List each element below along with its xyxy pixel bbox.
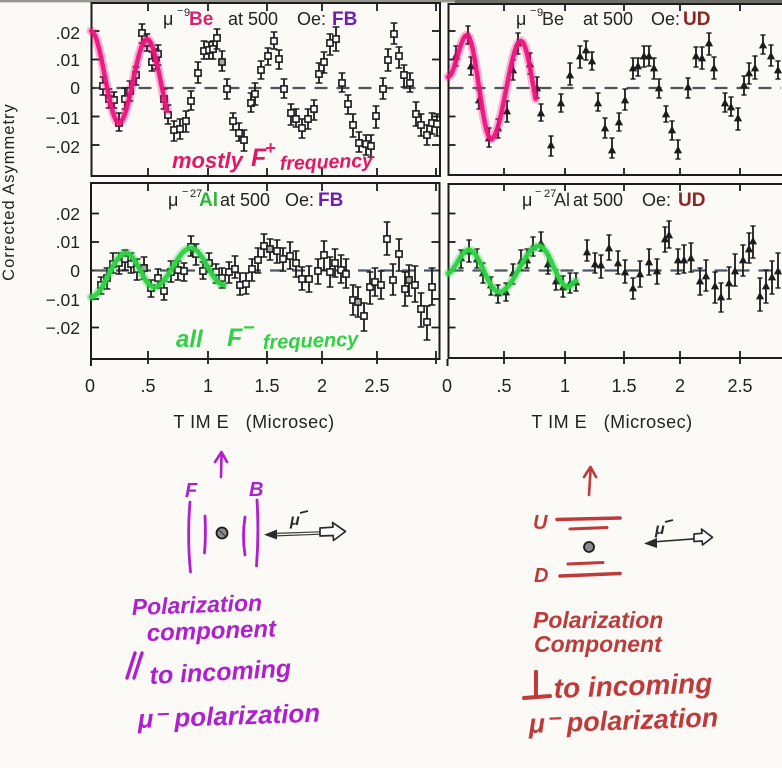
svg-text:frequency: frequency	[279, 150, 374, 175]
svg-text:Component: Component	[534, 631, 663, 657]
svg-text:Oe:: Oe:	[285, 190, 314, 210]
svg-text:Oe:: Oe:	[642, 190, 671, 210]
svg-text:FB: FB	[332, 9, 357, 30]
svg-text:27: 27	[190, 188, 202, 200]
svg-text:UD: UD	[678, 190, 705, 211]
svg-text:−: −	[182, 186, 188, 198]
svg-text:μ: μ	[289, 512, 300, 529]
svg-text:9: 9	[537, 7, 543, 19]
svg-text:2.5: 2.5	[364, 376, 389, 396]
svg-text:1: 1	[203, 376, 213, 396]
svg-text:at 500: at 500	[220, 190, 270, 210]
svg-text:Polarization: Polarization	[533, 607, 663, 633]
svg-text:Be: Be	[189, 9, 213, 30]
svg-text:T IM E (Microsec): T IM E (Microsec)	[531, 412, 692, 432]
svg-text:to incoming: to incoming	[149, 655, 292, 690]
svg-text:μ⁻ polarization: μ⁻ polarization	[136, 698, 320, 734]
svg-text:−: −	[535, 186, 541, 198]
svg-text:1.5: 1.5	[254, 376, 279, 396]
svg-text:UD: UD	[683, 9, 710, 30]
svg-text:U: U	[533, 512, 548, 534]
svg-text:−.01: −.01	[45, 108, 80, 128]
svg-text:.02: .02	[56, 204, 80, 224]
svg-text:−.01: −.01	[45, 290, 80, 310]
svg-text:Corrected Asymmetry: Corrected Asymmetry	[0, 103, 18, 281]
svg-text:at 500: at 500	[228, 9, 278, 29]
svg-text:.5: .5	[496, 376, 511, 396]
svg-text:2: 2	[675, 376, 685, 396]
svg-text:0: 0	[85, 376, 95, 396]
svg-text:1: 1	[560, 376, 570, 396]
svg-text:9: 9	[184, 7, 190, 19]
svg-text:.02: .02	[56, 23, 80, 43]
svg-text:Be: Be	[542, 9, 564, 29]
svg-text:to incoming: to incoming	[553, 667, 713, 704]
svg-text:−.02: −.02	[45, 137, 80, 157]
svg-text:0: 0	[70, 78, 80, 98]
svg-text:−: −	[243, 317, 255, 339]
svg-text:F: F	[227, 324, 243, 352]
svg-text:μ: μ	[654, 521, 665, 538]
svg-text:1.5: 1.5	[611, 376, 636, 396]
svg-text:27: 27	[544, 188, 556, 200]
svg-text:B: B	[249, 479, 263, 501]
svg-text:all: all	[176, 326, 204, 353]
svg-text:D: D	[534, 565, 548, 587]
svg-text:μ⁻ polarization: μ⁻ polarization	[527, 702, 718, 739]
svg-text:component: component	[146, 615, 277, 647]
svg-text:−: −	[177, 5, 183, 17]
svg-text:2.5: 2.5	[727, 376, 752, 396]
svg-text:0: 0	[442, 376, 452, 396]
svg-text:frequency: frequency	[262, 329, 359, 354]
svg-text:T IM E (Microsec): T IM E (Microsec)	[173, 412, 334, 432]
svg-text:F: F	[185, 480, 198, 502]
svg-text:Oe:: Oe:	[297, 9, 326, 29]
svg-text:.01: .01	[56, 50, 80, 70]
svg-text:μ: μ	[163, 9, 173, 29]
svg-text:.01: .01	[56, 232, 80, 252]
svg-text:Oe:: Oe:	[651, 9, 680, 29]
svg-text:0: 0	[70, 261, 80, 281]
svg-text:.5: .5	[140, 376, 155, 396]
svg-text:+: +	[265, 138, 276, 158]
svg-text:FB: FB	[318, 190, 343, 211]
svg-text:mostly: mostly	[172, 148, 245, 173]
svg-text:F: F	[251, 144, 267, 172]
svg-text:μ: μ	[522, 190, 532, 210]
svg-text:at 500: at 500	[583, 9, 633, 29]
svg-text:at 500: at 500	[573, 190, 623, 210]
svg-text:μ: μ	[168, 190, 178, 210]
svg-text:−.02: −.02	[45, 318, 80, 338]
svg-text:Al: Al	[554, 190, 570, 210]
svg-text:−: −	[530, 5, 536, 17]
svg-text:μ: μ	[516, 9, 526, 29]
svg-text:Al: Al	[199, 190, 218, 211]
svg-text:2: 2	[317, 376, 327, 396]
svg-text:Polarization: Polarization	[131, 589, 262, 620]
